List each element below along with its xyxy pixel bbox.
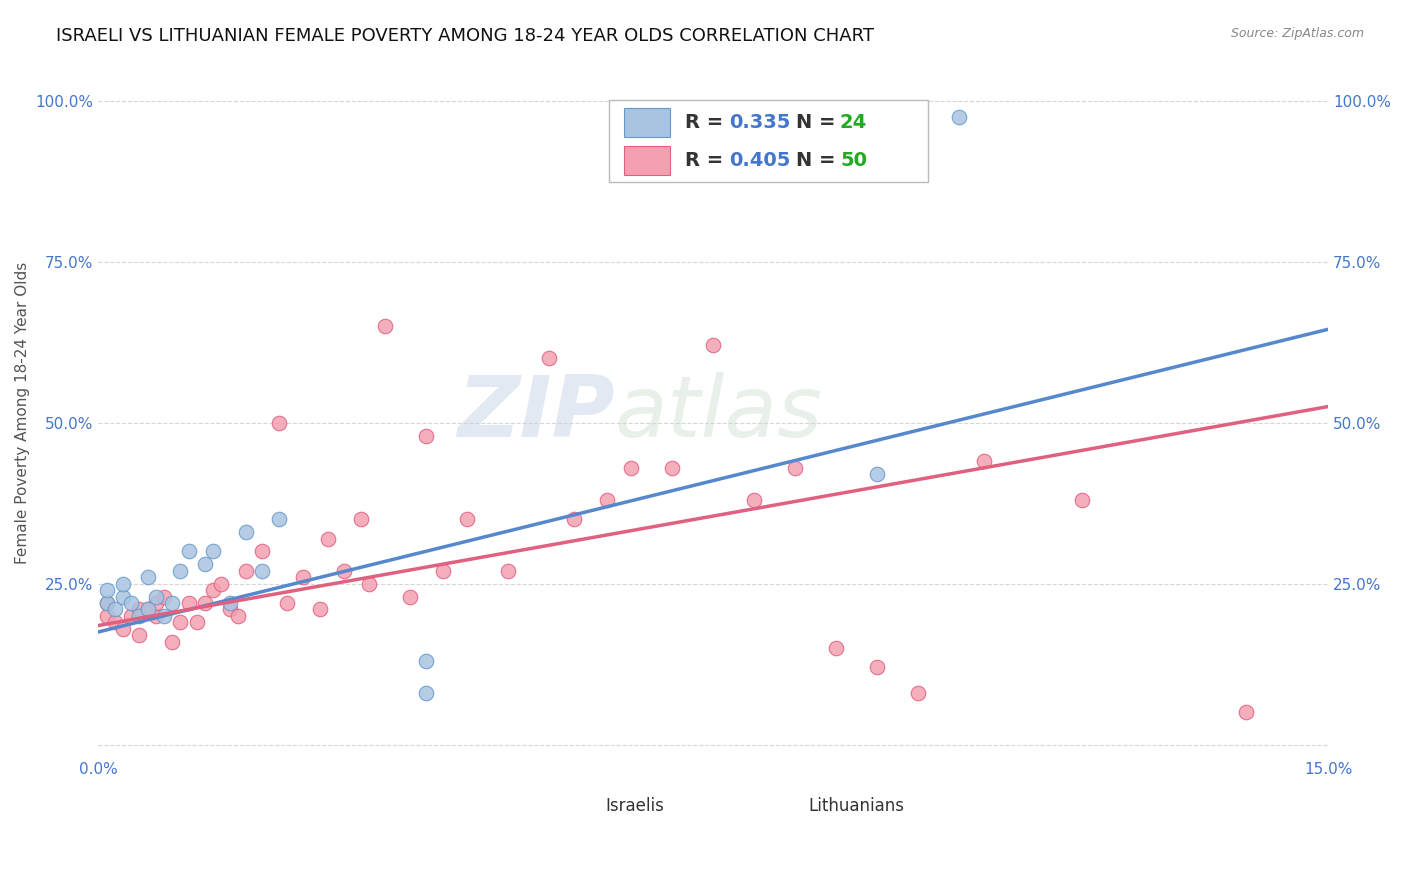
Point [96, 596, 118, 610]
Point [177, 596, 200, 610]
Point [432, 564, 454, 578]
Point [825, 640, 848, 655]
Point [226, 608, 249, 623]
Point [169, 564, 191, 578]
Point [160, 596, 183, 610]
Point [562, 512, 585, 526]
Text: 50: 50 [839, 151, 868, 169]
Point [333, 564, 356, 578]
Point [153, 608, 176, 623]
Point [120, 596, 142, 610]
Point [96, 596, 118, 610]
Text: 0.405: 0.405 [730, 151, 790, 169]
Point [267, 512, 290, 526]
Point [866, 660, 889, 674]
Point [111, 590, 134, 604]
Point [1234, 706, 1257, 720]
Point [742, 492, 765, 507]
Point [218, 602, 240, 616]
Point [128, 608, 150, 623]
Point [235, 564, 257, 578]
FancyBboxPatch shape [623, 145, 671, 175]
Point [104, 602, 127, 616]
Point [111, 576, 134, 591]
Point [267, 416, 290, 430]
Point [104, 615, 127, 630]
Point [194, 558, 217, 572]
FancyBboxPatch shape [554, 793, 595, 818]
Point [202, 544, 225, 558]
Point [177, 544, 200, 558]
Point [316, 532, 339, 546]
Text: 24: 24 [839, 112, 868, 132]
Text: Lithuanians: Lithuanians [808, 797, 904, 814]
Point [374, 319, 396, 334]
FancyBboxPatch shape [756, 793, 799, 818]
Point [350, 512, 373, 526]
Point [252, 564, 274, 578]
Point [538, 351, 561, 366]
Point [128, 628, 150, 642]
Point [128, 602, 150, 616]
FancyBboxPatch shape [623, 108, 671, 136]
Point [785, 460, 807, 475]
Point [702, 338, 724, 352]
Point [415, 428, 437, 442]
Point [202, 583, 225, 598]
Point [235, 525, 257, 540]
Y-axis label: Female Poverty Among 18-24 Year Olds: Female Poverty Among 18-24 Year Olds [15, 262, 30, 564]
Point [907, 686, 929, 700]
Point [620, 460, 643, 475]
FancyBboxPatch shape [609, 100, 928, 182]
Text: Source: ZipAtlas.com: Source: ZipAtlas.com [1230, 27, 1364, 40]
Point [136, 602, 159, 616]
Text: R =: R = [685, 151, 730, 169]
Point [308, 602, 330, 616]
Point [357, 576, 380, 591]
Point [111, 622, 134, 636]
Text: ZIP: ZIP [457, 371, 614, 455]
Point [596, 492, 619, 507]
Point [209, 576, 232, 591]
Point [218, 596, 240, 610]
Point [120, 608, 142, 623]
Point [456, 512, 478, 526]
Point [194, 596, 217, 610]
Point [145, 596, 167, 610]
Point [96, 583, 118, 598]
Point [498, 564, 520, 578]
Point [96, 608, 118, 623]
Point [1071, 492, 1094, 507]
Text: R =: R = [685, 112, 730, 132]
Point [292, 570, 315, 584]
Text: 0.335: 0.335 [730, 112, 790, 132]
Point [276, 596, 298, 610]
Point [145, 590, 167, 604]
Point [973, 454, 995, 468]
Text: ISRAELI VS LITHUANIAN FEMALE POVERTY AMONG 18-24 YEAR OLDS CORRELATION CHART: ISRAELI VS LITHUANIAN FEMALE POVERTY AMO… [56, 27, 875, 45]
Point [186, 615, 208, 630]
Point [169, 615, 191, 630]
Point [415, 686, 437, 700]
Text: N =: N = [796, 112, 842, 132]
Point [661, 460, 683, 475]
Point [866, 467, 889, 482]
Point [136, 602, 159, 616]
Point [948, 110, 970, 124]
Point [153, 590, 176, 604]
Point [145, 608, 167, 623]
Point [160, 634, 183, 648]
Text: Israelis: Israelis [605, 797, 664, 814]
Text: atlas: atlas [614, 371, 823, 455]
Point [415, 654, 437, 668]
Point [252, 544, 274, 558]
Text: N =: N = [796, 151, 842, 169]
Point [136, 570, 159, 584]
Point [399, 590, 422, 604]
